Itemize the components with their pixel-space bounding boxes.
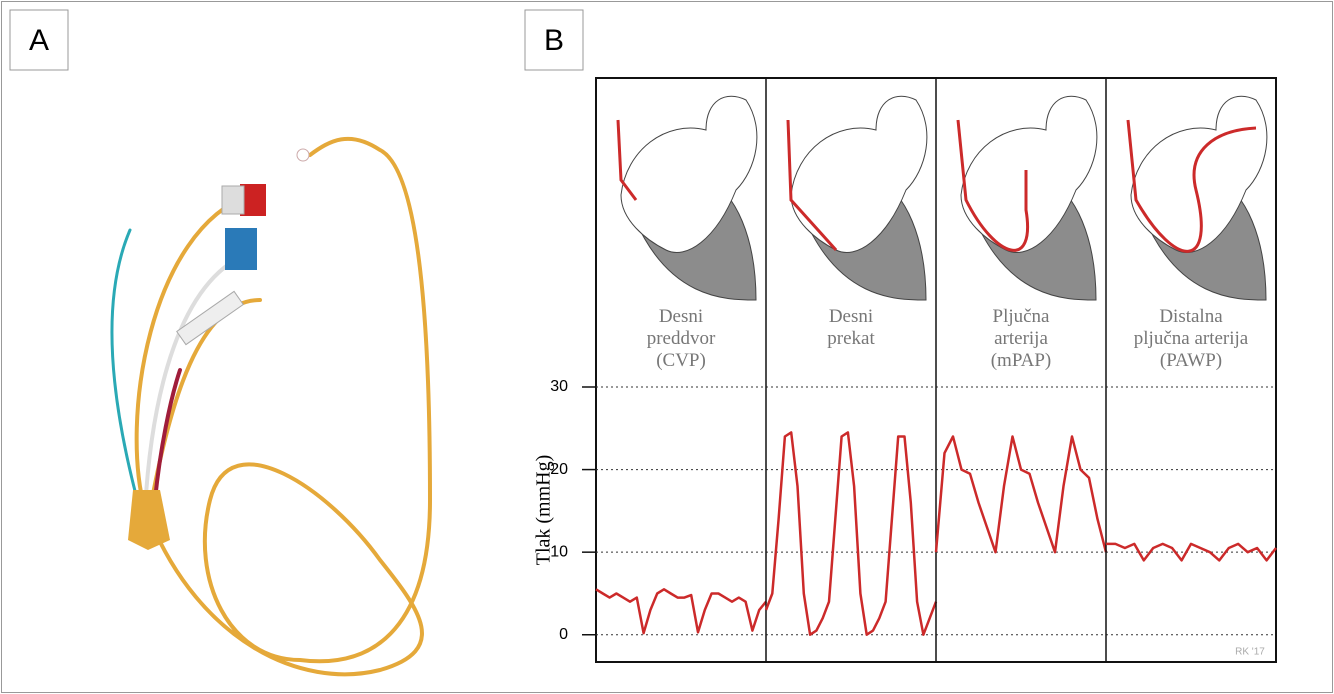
- line: [934, 435, 1108, 554]
- catheter: [1126, 119, 1257, 253]
- panel-label: A: [29, 24, 49, 57]
- panel-label-box: [9, 9, 69, 71]
- panel-title: Distalna pljučna arterija (PAWP): [1133, 306, 1249, 371]
- y-tick-label: 20: [550, 461, 568, 478]
- panel-title: Desni preddvor (CVP): [646, 306, 716, 371]
- catheter: [786, 119, 838, 252]
- line: [595, 588, 767, 635]
- panel-title: Desni prekat: [827, 306, 875, 349]
- heart-illustrations: [616, 95, 1268, 301]
- heart-outline: [960, 95, 1098, 253]
- y-axis-label: Tlak (mmHg): [533, 455, 555, 566]
- panel-label: B: [544, 24, 564, 57]
- catheter-illustration: [110, 136, 433, 677]
- y-tick-label: 0: [559, 626, 568, 643]
- line: [764, 431, 938, 636]
- y-tick-label: 30: [550, 378, 568, 395]
- signature: RK '17: [1235, 647, 1265, 658]
- y-tick-label: 10: [550, 543, 568, 560]
- panel-label-box: [524, 9, 584, 71]
- catheter: [956, 119, 1029, 252]
- heart-outline: [620, 95, 758, 253]
- catheter: [616, 119, 638, 201]
- heart-outline: [1130, 95, 1268, 253]
- panel-title: Pljučna arterija (mPAP): [990, 306, 1052, 371]
- line: [1106, 542, 1277, 562]
